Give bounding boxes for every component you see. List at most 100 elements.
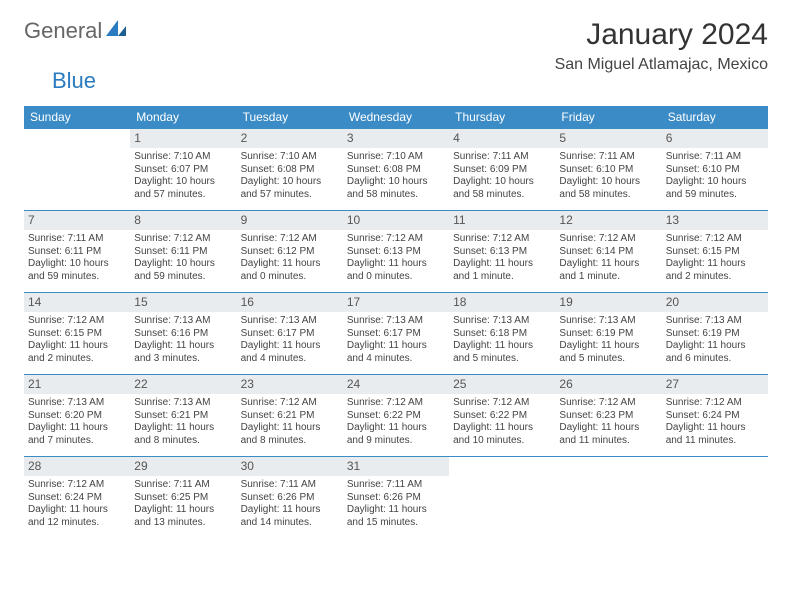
- daylight-text-2: and 4 minutes.: [241, 353, 339, 366]
- sunrise-text: Sunrise: 7:13 AM: [453, 315, 551, 328]
- sunset-text: Sunset: 6:22 PM: [453, 410, 551, 423]
- daylight-text-1: Daylight: 11 hours: [134, 504, 232, 517]
- daylight-text-2: and 10 minutes.: [453, 435, 551, 448]
- sunrise-text: Sunrise: 7:11 AM: [453, 151, 551, 164]
- calendar-day-cell: 7Sunrise: 7:11 AMSunset: 6:11 PMDaylight…: [24, 211, 130, 293]
- sunset-text: Sunset: 6:12 PM: [241, 246, 339, 259]
- sunset-text: Sunset: 6:15 PM: [666, 246, 764, 259]
- sunrise-text: Sunrise: 7:12 AM: [666, 397, 764, 410]
- sunset-text: Sunset: 6:10 PM: [666, 164, 764, 177]
- daylight-text-2: and 7 minutes.: [28, 435, 126, 448]
- sunset-text: Sunset: 6:25 PM: [134, 492, 232, 505]
- daylight-text-2: and 13 minutes.: [134, 517, 232, 530]
- calendar-day-cell: 15Sunrise: 7:13 AMSunset: 6:16 PMDayligh…: [130, 293, 236, 375]
- day-number: 28: [24, 457, 130, 476]
- day-number: 9: [237, 211, 343, 230]
- day-number: 16: [237, 293, 343, 312]
- day-number: 20: [662, 293, 768, 312]
- daylight-text-1: Daylight: 10 hours: [241, 176, 339, 189]
- calendar-day-cell: 27Sunrise: 7:12 AMSunset: 6:24 PMDayligh…: [662, 375, 768, 457]
- calendar-day-cell: 17Sunrise: 7:13 AMSunset: 6:17 PMDayligh…: [343, 293, 449, 375]
- day-number: 31: [343, 457, 449, 476]
- sunrise-text: Sunrise: 7:13 AM: [28, 397, 126, 410]
- day-number: 27: [662, 375, 768, 394]
- sunset-text: Sunset: 6:20 PM: [28, 410, 126, 423]
- daylight-text-2: and 5 minutes.: [559, 353, 657, 366]
- sunset-text: Sunset: 6:16 PM: [134, 328, 232, 341]
- sunset-text: Sunset: 6:24 PM: [28, 492, 126, 505]
- daylight-text-1: Daylight: 11 hours: [666, 258, 764, 271]
- sunset-text: Sunset: 6:13 PM: [347, 246, 445, 259]
- daylight-text-1: Daylight: 11 hours: [666, 340, 764, 353]
- brand-logo: General: [24, 18, 128, 44]
- day-number: 5: [555, 129, 661, 148]
- sunrise-text: Sunrise: 7:10 AM: [241, 151, 339, 164]
- day-number: 12: [555, 211, 661, 230]
- sunrise-text: Sunrise: 7:11 AM: [666, 151, 764, 164]
- brand-word-2: Blue: [52, 68, 96, 94]
- day-number: 11: [449, 211, 555, 230]
- day-number: 14: [24, 293, 130, 312]
- sunset-text: Sunset: 6:24 PM: [666, 410, 764, 423]
- daylight-text-2: and 58 minutes.: [559, 189, 657, 202]
- brand-word-1: General: [24, 18, 102, 44]
- daylight-text-1: Daylight: 10 hours: [28, 258, 126, 271]
- calendar-day-cell: 3Sunrise: 7:10 AMSunset: 6:08 PMDaylight…: [343, 129, 449, 211]
- sunset-text: Sunset: 6:15 PM: [28, 328, 126, 341]
- calendar-day-cell: [449, 457, 555, 539]
- calendar-day-cell: 2Sunrise: 7:10 AMSunset: 6:08 PMDaylight…: [237, 129, 343, 211]
- sunset-text: Sunset: 6:26 PM: [347, 492, 445, 505]
- daylight-text-2: and 57 minutes.: [241, 189, 339, 202]
- calendar-day-cell: 16Sunrise: 7:13 AMSunset: 6:17 PMDayligh…: [237, 293, 343, 375]
- calendar-day-cell: 21Sunrise: 7:13 AMSunset: 6:20 PMDayligh…: [24, 375, 130, 457]
- sunrise-text: Sunrise: 7:13 AM: [134, 397, 232, 410]
- sunrise-text: Sunrise: 7:12 AM: [347, 233, 445, 246]
- day-number: 18: [449, 293, 555, 312]
- calendar-week-row: 21Sunrise: 7:13 AMSunset: 6:20 PMDayligh…: [24, 375, 768, 457]
- day-number: 1: [130, 129, 236, 148]
- calendar-day-cell: 10Sunrise: 7:12 AMSunset: 6:13 PMDayligh…: [343, 211, 449, 293]
- sunrise-text: Sunrise: 7:13 AM: [134, 315, 232, 328]
- title-block: January 2024 San Miguel Atlamajac, Mexic…: [555, 18, 768, 74]
- sunset-text: Sunset: 6:21 PM: [241, 410, 339, 423]
- daylight-text-1: Daylight: 11 hours: [241, 258, 339, 271]
- location-subtitle: San Miguel Atlamajac, Mexico: [555, 56, 768, 74]
- daylight-text-2: and 8 minutes.: [241, 435, 339, 448]
- weekday-header: Saturday: [662, 106, 768, 129]
- header: General January 2024 San Miguel Atlamaja…: [24, 18, 768, 74]
- calendar-week-row: 1Sunrise: 7:10 AMSunset: 6:07 PMDaylight…: [24, 129, 768, 211]
- sunrise-text: Sunrise: 7:12 AM: [28, 479, 126, 492]
- sunrise-text: Sunrise: 7:11 AM: [347, 479, 445, 492]
- daylight-text-1: Daylight: 10 hours: [134, 258, 232, 271]
- sunrise-text: Sunrise: 7:12 AM: [134, 233, 232, 246]
- sunrise-text: Sunrise: 7:10 AM: [347, 151, 445, 164]
- calendar-day-cell: 12Sunrise: 7:12 AMSunset: 6:14 PMDayligh…: [555, 211, 661, 293]
- sunset-text: Sunset: 6:11 PM: [28, 246, 126, 259]
- sunset-text: Sunset: 6:26 PM: [241, 492, 339, 505]
- daylight-text-2: and 1 minute.: [453, 271, 551, 284]
- daylight-text-1: Daylight: 11 hours: [28, 340, 126, 353]
- sunset-text: Sunset: 6:14 PM: [559, 246, 657, 259]
- weekday-header: Wednesday: [343, 106, 449, 129]
- sunset-text: Sunset: 6:17 PM: [241, 328, 339, 341]
- daylight-text-2: and 59 minutes.: [28, 271, 126, 284]
- calendar-day-cell: 11Sunrise: 7:12 AMSunset: 6:13 PMDayligh…: [449, 211, 555, 293]
- day-number: 22: [130, 375, 236, 394]
- daylight-text-2: and 58 minutes.: [453, 189, 551, 202]
- day-number: 2: [237, 129, 343, 148]
- sunrise-text: Sunrise: 7:10 AM: [134, 151, 232, 164]
- sunset-text: Sunset: 6:23 PM: [559, 410, 657, 423]
- daylight-text-1: Daylight: 10 hours: [134, 176, 232, 189]
- page-title: January 2024: [555, 18, 768, 52]
- daylight-text-2: and 2 minutes.: [666, 271, 764, 284]
- sunrise-text: Sunrise: 7:13 AM: [559, 315, 657, 328]
- daylight-text-2: and 9 minutes.: [347, 435, 445, 448]
- calendar-table: SundayMondayTuesdayWednesdayThursdayFrid…: [24, 106, 768, 539]
- daylight-text-2: and 11 minutes.: [666, 435, 764, 448]
- sunrise-text: Sunrise: 7:12 AM: [453, 233, 551, 246]
- sunrise-text: Sunrise: 7:12 AM: [241, 397, 339, 410]
- sunrise-text: Sunrise: 7:11 AM: [559, 151, 657, 164]
- day-number: 15: [130, 293, 236, 312]
- daylight-text-1: Daylight: 11 hours: [559, 422, 657, 435]
- daylight-text-1: Daylight: 11 hours: [28, 422, 126, 435]
